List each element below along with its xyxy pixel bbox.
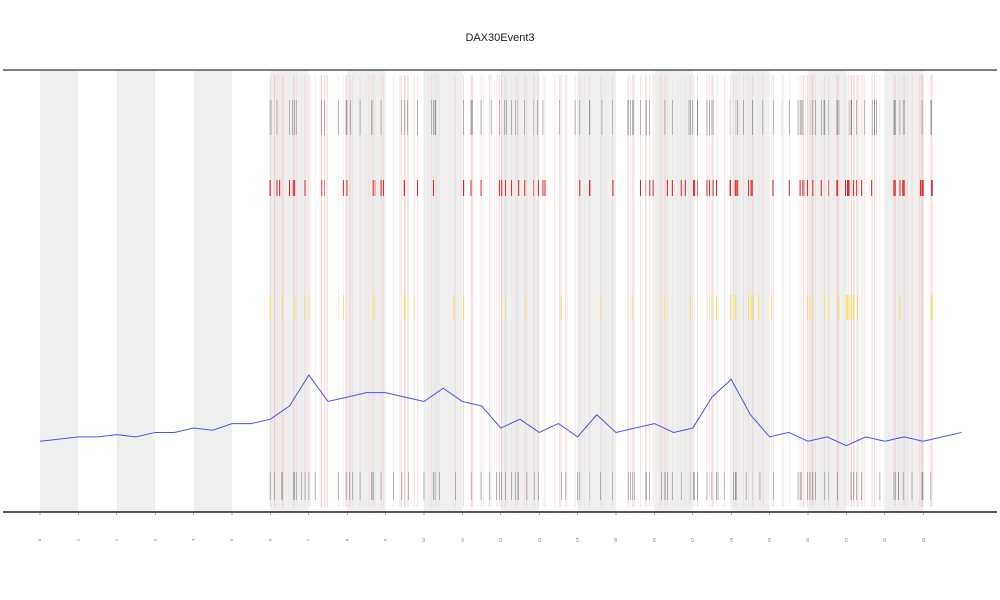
x-tick-label: 5 — [229, 538, 234, 541]
x-tick-label: 9 — [383, 538, 388, 541]
x-tick-label: 2 — [114, 538, 119, 541]
band — [40, 70, 79, 512]
shaded-bands — [40, 70, 924, 512]
x-tick-label: 23 — [920, 537, 925, 542]
x-tick-label: 0 — [37, 538, 42, 541]
x-tick-label: 3 — [152, 538, 157, 541]
chart-title: DAX30Event3 — [465, 32, 534, 44]
series-line — [39, 374, 962, 447]
x-tick-label: 16 — [651, 537, 656, 542]
x-tick-label: 6 — [267, 538, 272, 541]
x-tick-label: 18 — [728, 537, 733, 542]
band — [193, 70, 232, 512]
band — [424, 70, 463, 512]
x-tick-label: 19 — [767, 537, 772, 542]
x-tick-label: 17 — [690, 537, 695, 542]
band — [116, 70, 156, 512]
x-tick-label: 8 — [344, 538, 349, 541]
band — [577, 70, 616, 512]
x-tick-label: 10 — [421, 537, 426, 542]
x-tick-label: 11 — [459, 537, 464, 542]
band — [808, 70, 847, 512]
band — [500, 70, 540, 512]
event-markers — [269, 75, 933, 507]
band — [347, 70, 386, 512]
x-tick-label: 14 — [575, 537, 580, 542]
x-tick-label: 13 — [536, 537, 541, 542]
x-tick-label: 4 — [191, 538, 196, 541]
x-tick-label: 1 — [75, 538, 80, 541]
band — [654, 70, 693, 512]
x-tick-label: 7 — [306, 538, 311, 541]
x-tick-label: 20 — [805, 537, 810, 542]
x-tick-label: 22 — [882, 537, 887, 542]
x-tick-label: 15 — [613, 537, 618, 542]
x-tick-label: 21 — [843, 537, 848, 542]
x-tick-label: 12 — [498, 537, 503, 542]
